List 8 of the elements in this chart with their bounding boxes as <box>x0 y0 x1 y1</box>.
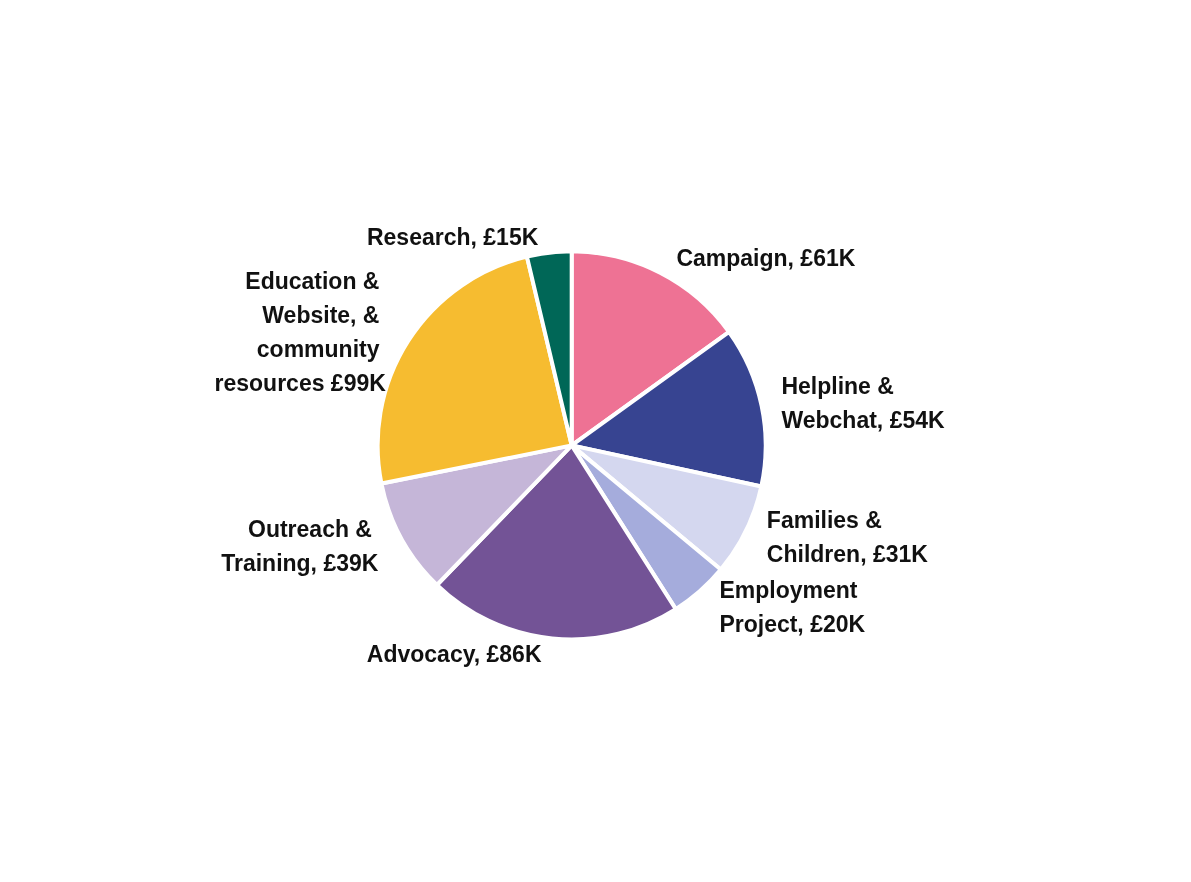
slice-label: Employment Project, £20K <box>719 577 866 638</box>
slice-label: Research, £15K <box>366 223 539 250</box>
slice-label: Families & Children, £31K <box>766 507 929 568</box>
slice-label: Helpline & Webchat, £54K <box>781 372 945 433</box>
slice-label: Education & Website, & community resources £99K <box>214 268 387 397</box>
slice-label: Campaign, £61K <box>676 245 856 272</box>
slice-label: Outreach & Training, £39K <box>221 516 379 577</box>
slice-label: Advocacy, £86K <box>366 641 542 668</box>
